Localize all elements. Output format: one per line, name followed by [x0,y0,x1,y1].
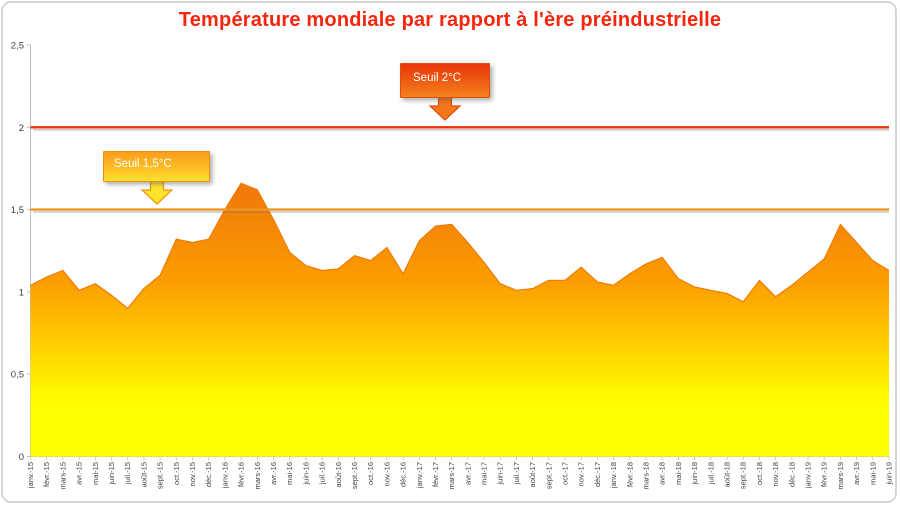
x-tick-label: juin-17 [496,462,505,486]
x-tick-label: nov.-18 [771,462,780,486]
x-tick-label: sept.-15 [156,462,165,489]
x-tick-label: mai-18 [674,462,683,485]
x-tick-label: oct.-15 [172,462,181,485]
x-tick-label: avr.-18 [658,462,667,485]
x-tick-label: févr.-19 [820,462,829,487]
temperature-area-series [30,182,890,457]
y-axis-ticks: 0 0,5 1 1,5 2 2,5 [11,41,31,463]
x-tick-label: déc.-18 [787,462,796,487]
x-tick-label: janv.-18 [609,462,618,489]
x-tick-label: juil.-18 [706,462,715,485]
x-tick-label: mai-19 [868,462,877,485]
x-tick-label: juil.-17 [512,462,521,485]
x-tick-label: juil.-15 [123,462,132,485]
x-tick-label: août-18 [723,462,732,487]
x-tick-label: sept.-18 [739,462,748,489]
seuil-2c-callout: Seuil 2°C [400,63,490,98]
x-tick-label: avr.-16 [269,462,278,485]
seuil-15c-label: Seuil 1,5°C [114,158,172,170]
x-tick-label: mars-16 [253,462,262,490]
x-tick-label: déc.-16 [399,462,408,487]
x-tick-label: août-15 [139,462,148,487]
x-tick-label: févr.-18 [625,462,634,487]
y-tick-label: 1,5 [11,205,24,216]
x-tick-label: janv.-19 [804,462,813,489]
x-tick-label: juin-15 [107,462,116,486]
x-tick-label: sept.-17 [544,462,553,489]
x-tick-label: mars-19 [836,462,845,490]
x-tick-label: mai-15 [91,462,100,485]
x-tick-label: mai-17 [480,462,489,485]
x-tick-label: sept.-16 [350,462,359,489]
x-tick-label: avr.-15 [75,462,84,485]
x-tick-label: oct.-16 [366,462,375,485]
x-tick-label: mars-17 [447,462,456,490]
seuil-2c-label: Seuil 2°C [413,72,462,84]
x-tick-label: avr.-19 [852,462,861,485]
x-tick-label: janv.-17 [415,462,424,489]
x-tick-label: déc.-15 [204,462,213,487]
x-tick-label: juil.-16 [318,462,327,485]
x-tick-label: févr.-17 [431,462,440,487]
x-tick-label: nov.-17 [577,462,586,486]
temperature-line [30,182,890,310]
x-tick-label: févr.-16 [237,462,246,487]
x-tick-label: oct.-17 [561,462,570,485]
x-tick-label: oct.-18 [755,462,764,485]
x-tick-label: janv.-15 [26,462,35,489]
x-tick-label: avr.-17 [463,462,472,485]
x-tick-label: août-17 [528,462,537,487]
x-tick-label: nov.-15 [188,462,197,486]
x-tick-label: juin-19 [885,462,894,486]
y-tick-label: 0 [19,452,24,463]
y-tick-label: 0,5 [11,370,24,381]
temperature-area [30,183,889,457]
threshold-lines [30,126,889,213]
seuil-15c-arrow-icon [140,180,174,205]
seuil-15c-callout: Seuil 1,5°C [103,151,210,182]
y-tick-label: 2,5 [11,41,24,52]
x-tick-label: juin-18 [690,462,699,486]
x-tick-label: mai-16 [285,462,294,485]
y-tick-label: 1 [19,287,24,298]
chart-title: Température mondiale par rapport à l'ère… [178,9,722,31]
x-tick-label: mars-18 [642,462,651,490]
seuil-2c-arrow-icon [428,96,462,121]
x-tick-label: nov.-16 [382,462,391,486]
y-tick-label: 2 [19,123,24,134]
x-tick-label: juin-16 [301,462,310,486]
x-axis-ticks: janv.-15 févr.-15 mars-15 avr.-15 mai-15 juin… [26,456,894,490]
x-tick-label: mars-15 [58,462,67,490]
x-tick-label: août-16 [334,462,343,487]
x-tick-label: févr.-15 [42,462,51,487]
x-tick-label: déc.-17 [593,462,602,487]
x-tick-label: janv.-16 [220,462,229,489]
